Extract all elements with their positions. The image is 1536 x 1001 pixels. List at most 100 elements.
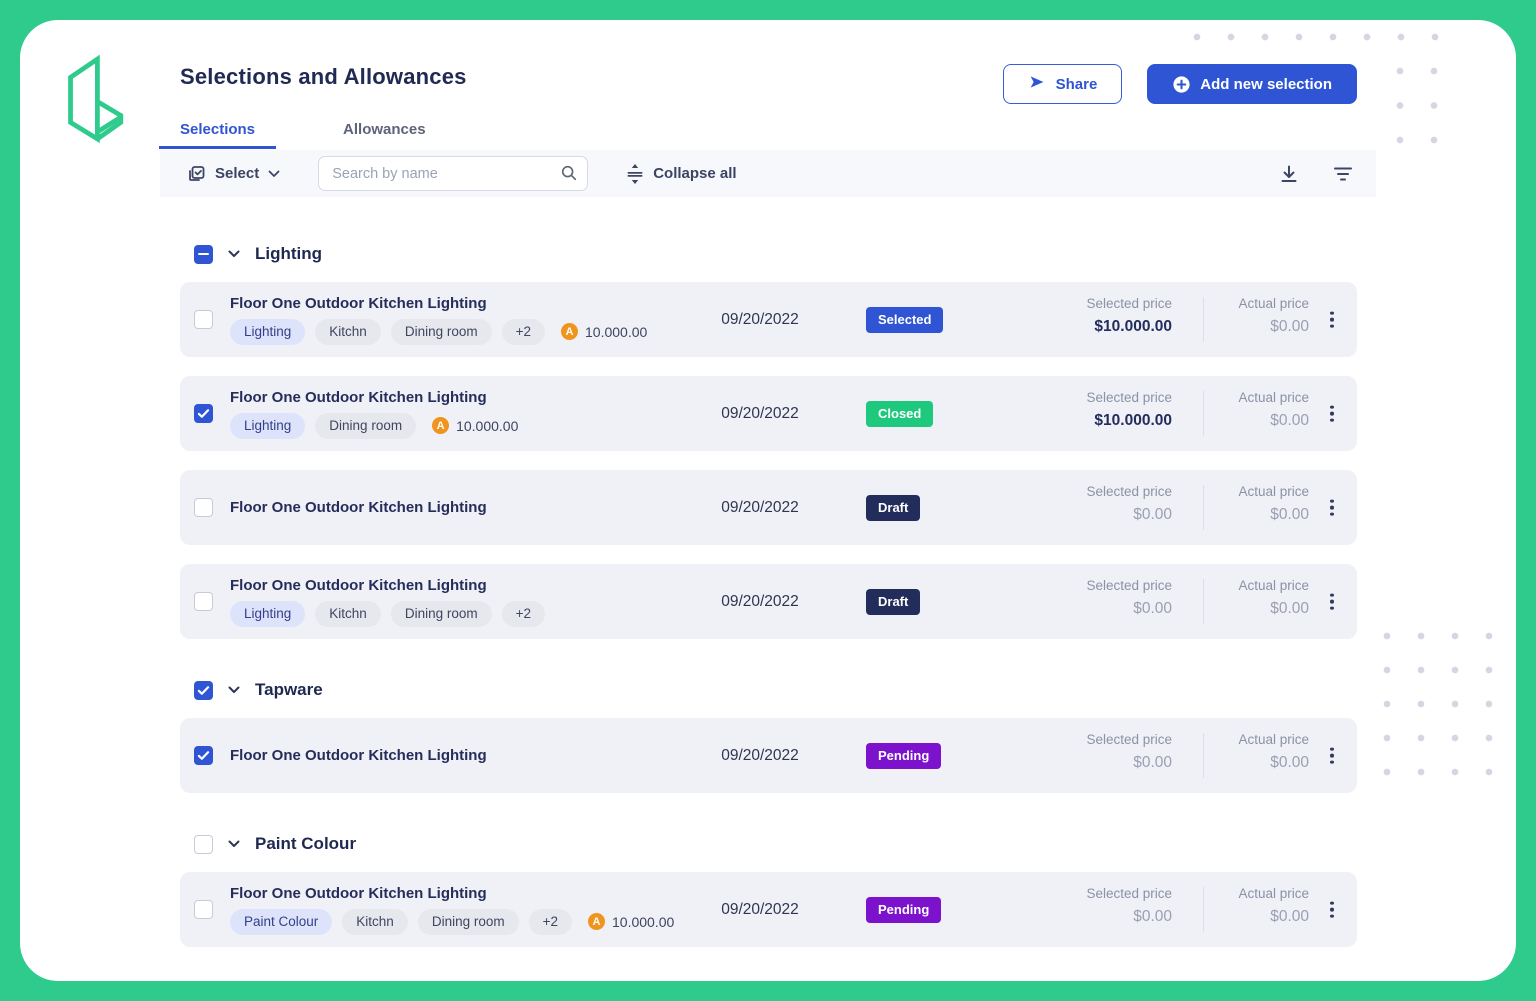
more-chips-chip[interactable]: +2 (501, 600, 546, 627)
chevron-down-icon (268, 170, 280, 178)
actual-price-label: Actual price (1238, 390, 1309, 405)
allowance-icon: A (561, 323, 579, 340)
tab-selections[interactable]: Selections (159, 121, 277, 149)
allowance-value: 10.000.00 (612, 913, 675, 930)
allowance-icon: A (432, 417, 450, 434)
allowance-icon: A (588, 913, 606, 930)
multi-select-icon (186, 164, 206, 184)
group-header-tapware: Tapware (194, 675, 1376, 705)
category-chip: Lighting (230, 600, 306, 627)
selection-date: 09/20/2022 (721, 592, 799, 610)
group-checkbox[interactable] (194, 834, 213, 854)
price-divider (1203, 733, 1204, 778)
status-badge: Draft (866, 588, 921, 615)
more-chips-chip[interactable]: +2 (528, 908, 573, 935)
row-menu-kebab-icon[interactable] (1326, 401, 1338, 426)
room-chip: Kitchn (342, 908, 408, 935)
selection-title: Floor One Outdoor Kitchen Lighting (230, 499, 487, 516)
price-divider (1203, 391, 1204, 436)
room-chip: Dining room (390, 600, 492, 627)
allowance-value: 10.000.00 (456, 417, 519, 434)
select-label: Select (215, 165, 260, 182)
collapse-all-button[interactable]: Collapse all (626, 163, 737, 184)
selected-price-label: Selected price (1086, 886, 1172, 901)
selection-row: Floor One Outdoor Kitchen Lighting 09/20… (180, 470, 1357, 545)
selection-date: 09/20/2022 (721, 498, 799, 516)
selected-price-label: Selected price (1086, 390, 1172, 405)
status-badge: Closed (866, 400, 934, 427)
selection-row: Floor One Outdoor Kitchen Lighting Light… (180, 282, 1357, 357)
category-chip: Paint Colour (230, 908, 333, 935)
actual-price-label: Actual price (1238, 578, 1309, 593)
brand-logo (48, 53, 126, 150)
row-checkbox-checked[interactable] (194, 746, 213, 765)
group-header-lighting: Lighting (194, 239, 1376, 269)
row-checkbox[interactable] (194, 592, 213, 611)
row-menu-kebab-icon[interactable] (1326, 897, 1338, 922)
tab-allowances[interactable]: Allowances (343, 121, 426, 138)
row-checkbox[interactable] (194, 310, 213, 329)
selected-price-value: $10.000.00 (1094, 318, 1172, 335)
actual-price-label: Actual price (1238, 886, 1309, 901)
filter-icon[interactable] (1329, 160, 1357, 188)
more-chips-chip[interactable]: +2 (501, 318, 546, 345)
download-icon[interactable] (1275, 160, 1303, 188)
group-title: Tapware (255, 680, 323, 699)
share-button[interactable]: Share (1002, 64, 1123, 104)
price-divider (1203, 297, 1204, 342)
row-checkbox-checked[interactable] (194, 404, 213, 423)
room-chip: Kitchn (315, 600, 381, 627)
actual-price-value: $0.00 (1270, 600, 1309, 617)
allowance-amount: A 10.000.00 (588, 913, 674, 930)
actual-price-value: $0.00 (1270, 908, 1309, 925)
row-menu-kebab-icon[interactable] (1326, 495, 1338, 520)
selected-price-label: Selected price (1086, 578, 1172, 593)
selection-title: Floor One Outdoor Kitchen Lighting (230, 576, 487, 594)
chevron-down-icon[interactable] (228, 840, 240, 848)
actual-price-label: Actual price (1238, 484, 1309, 499)
row-checkbox[interactable] (194, 900, 213, 919)
row-menu-kebab-icon[interactable] (1326, 307, 1338, 332)
select-dropdown[interactable]: Select (186, 164, 280, 184)
selection-date: 09/20/2022 (721, 746, 799, 764)
actual-price-value: $0.00 (1270, 506, 1309, 523)
group-checkbox-checked[interactable] (194, 680, 213, 700)
list-toolbar: Select Collapse (160, 150, 1376, 197)
share-button-label: Share (1055, 75, 1098, 93)
selection-title: Floor One Outdoor Kitchen Lighting (230, 884, 487, 902)
price-divider (1203, 579, 1204, 624)
search-icon (560, 164, 578, 187)
search-input[interactable] (318, 156, 589, 191)
status-badge: Selected (866, 306, 944, 333)
plus-circle-icon (1172, 75, 1191, 94)
selection-row: Floor One Outdoor Kitchen Lighting Paint… (180, 872, 1357, 947)
room-chip: Kitchn (315, 318, 381, 345)
selected-price-label: Selected price (1086, 484, 1172, 499)
add-button-label: Add new selection (1200, 75, 1332, 93)
decor-dots-right (1382, 631, 1516, 801)
row-checkbox[interactable] (194, 498, 213, 517)
chevron-down-icon[interactable] (228, 250, 240, 258)
actual-price-value: $0.00 (1270, 754, 1309, 771)
chevron-down-icon[interactable] (228, 686, 240, 694)
status-badge: Pending (866, 742, 942, 769)
decor-dots-corner (1395, 66, 1463, 170)
selection-date: 09/20/2022 (721, 404, 799, 422)
price-divider (1203, 485, 1204, 530)
add-new-selection-button[interactable]: Add new selection (1147, 64, 1357, 104)
group-checkbox-indeterminate[interactable] (194, 244, 213, 264)
selection-title: Floor One Outdoor Kitchen Lighting (230, 294, 487, 312)
room-chip: Dining room (390, 318, 492, 345)
allowance-amount: A 10.000.00 (432, 417, 518, 434)
group-title: Paint Colour (255, 834, 357, 853)
allowance-value: 10.000.00 (585, 323, 648, 340)
selected-price-value: $0.00 (1133, 600, 1172, 617)
status-badge: Draft (866, 494, 921, 521)
actual-price-value: $0.00 (1270, 412, 1309, 429)
row-menu-kebab-icon[interactable] (1326, 589, 1338, 614)
row-menu-kebab-icon[interactable] (1326, 743, 1338, 768)
actual-price-label: Actual price (1238, 732, 1309, 747)
category-chip: Lighting (230, 318, 306, 345)
group-title: Lighting (255, 244, 323, 263)
selection-title: Floor One Outdoor Kitchen Lighting (230, 747, 487, 764)
